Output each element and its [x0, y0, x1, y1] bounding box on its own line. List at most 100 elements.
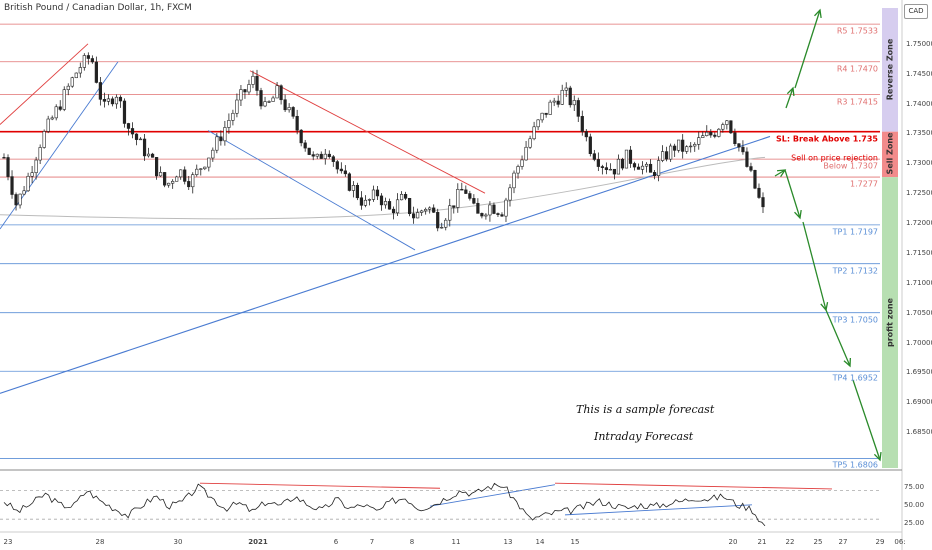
candle-body [488, 204, 492, 216]
up-arrow [785, 87, 794, 109]
candle-body [315, 153, 319, 157]
candle-body [34, 159, 38, 173]
price-tick: 1.73500 [906, 129, 932, 138]
candle-body [580, 116, 584, 132]
candle-body [150, 153, 155, 158]
candle-body [239, 89, 243, 101]
level-label: R5 1.7533 [836, 26, 878, 36]
level-label: TP5 1.6806 [832, 460, 878, 470]
currency-badge[interactable]: CAD [904, 4, 928, 19]
arrow-head [814, 8, 822, 19]
candle-body [544, 112, 548, 115]
candle-body [604, 167, 608, 170]
forecast-note-2: Intraday Forecast [594, 430, 694, 443]
candle-body [408, 198, 412, 215]
zone-label: Reverse Zone [885, 38, 895, 101]
time-tick: 8 [409, 538, 415, 546]
zone-label: profit zone [885, 297, 895, 347]
candle-body [339, 168, 343, 172]
candle-body [524, 146, 528, 161]
candle-body [596, 159, 600, 167]
candle-body [343, 170, 347, 175]
candle-body [142, 138, 147, 157]
candle-body [327, 153, 331, 158]
symbol-title: British Pound / Canadian Dollar, 1h, FXC… [4, 3, 192, 13]
level-label: 1.7277 [850, 179, 878, 189]
candle-body [255, 75, 259, 91]
candle-body [432, 207, 436, 213]
candle-body [42, 131, 46, 148]
candle-body [588, 136, 592, 154]
time-tick: 21 [757, 538, 767, 546]
candle-body [283, 99, 287, 111]
candle-body [484, 214, 488, 217]
time-tick: 11 [451, 538, 461, 546]
candle-body [106, 98, 111, 102]
candle-body [460, 189, 464, 191]
level-label: SL: Break Above 1.735 [776, 134, 878, 144]
candle-body [159, 172, 163, 177]
candle-body [560, 89, 564, 105]
candle-body [223, 127, 227, 142]
candle-body [102, 99, 106, 102]
candle-body [375, 189, 380, 197]
time-tick: 29 [875, 538, 885, 546]
rsi-support-line [564, 504, 753, 516]
candle-body [387, 201, 392, 210]
candle-body [632, 163, 637, 168]
candle-body [134, 133, 139, 140]
candle-body [648, 163, 653, 173]
level-label: TP1 1.7197 [832, 227, 878, 237]
down-arrow [825, 309, 851, 367]
candle-body [721, 124, 725, 130]
time-tick: 06: [894, 538, 906, 546]
candle-body [616, 158, 621, 175]
resistance-trendline [249, 70, 486, 194]
candle-body [665, 151, 669, 160]
price-tick: 1.74500 [906, 69, 932, 78]
time-tick: 28 [95, 538, 105, 546]
candle-body [247, 84, 251, 93]
price-tick: 1.71000 [906, 278, 932, 287]
candle-body [211, 149, 215, 159]
candle-body [669, 145, 673, 160]
zone-band [882, 8, 898, 132]
resistance-trendline [0, 43, 89, 125]
candle-body [420, 210, 424, 213]
candle-body [552, 100, 556, 103]
candle-body [319, 153, 323, 159]
candle-body [701, 135, 705, 138]
arrow-head [873, 451, 882, 462]
price-tick: 1.70000 [906, 338, 932, 347]
candle-body [628, 149, 633, 164]
candle-body [90, 58, 94, 63]
candle-body [94, 61, 98, 83]
candle-body [307, 147, 311, 155]
candle-body [705, 131, 709, 136]
candle-body [66, 85, 70, 90]
candle-body [504, 199, 508, 217]
price-tick: 1.69500 [906, 368, 932, 377]
candle-body [195, 168, 199, 175]
candle-body [26, 175, 30, 192]
down-arrow [802, 221, 827, 311]
candle-body [62, 89, 66, 110]
candle-body [279, 85, 283, 101]
candle-body [492, 204, 496, 214]
candle-body [592, 153, 596, 160]
candle-body [146, 153, 151, 157]
candle-body [644, 163, 649, 167]
candle-body [673, 145, 677, 151]
up-arrow [794, 9, 821, 89]
candle-body [508, 187, 512, 201]
candle-body [243, 89, 247, 93]
candle-body [572, 100, 576, 106]
candle-body [78, 67, 82, 74]
candle-body [367, 199, 372, 201]
candle-body [347, 173, 351, 191]
candle-body [520, 159, 524, 167]
candle-body [733, 132, 737, 145]
candle-body [203, 166, 207, 170]
time-tick: 27 [838, 538, 848, 546]
